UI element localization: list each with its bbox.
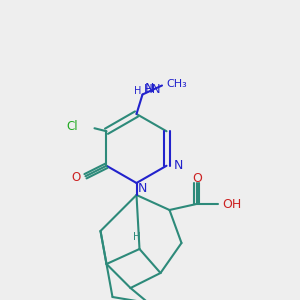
Text: H: H	[133, 232, 140, 242]
Text: N: N	[144, 82, 154, 95]
Text: N: N	[174, 159, 183, 172]
Text: CH₃: CH₃	[167, 79, 187, 89]
Text: HN: HN	[144, 83, 161, 97]
Text: Cl: Cl	[66, 120, 78, 133]
Text: O: O	[193, 172, 202, 185]
Text: H: H	[134, 86, 141, 97]
Text: O: O	[72, 171, 81, 184]
Text: N: N	[138, 182, 147, 195]
Text: OH: OH	[222, 197, 241, 211]
